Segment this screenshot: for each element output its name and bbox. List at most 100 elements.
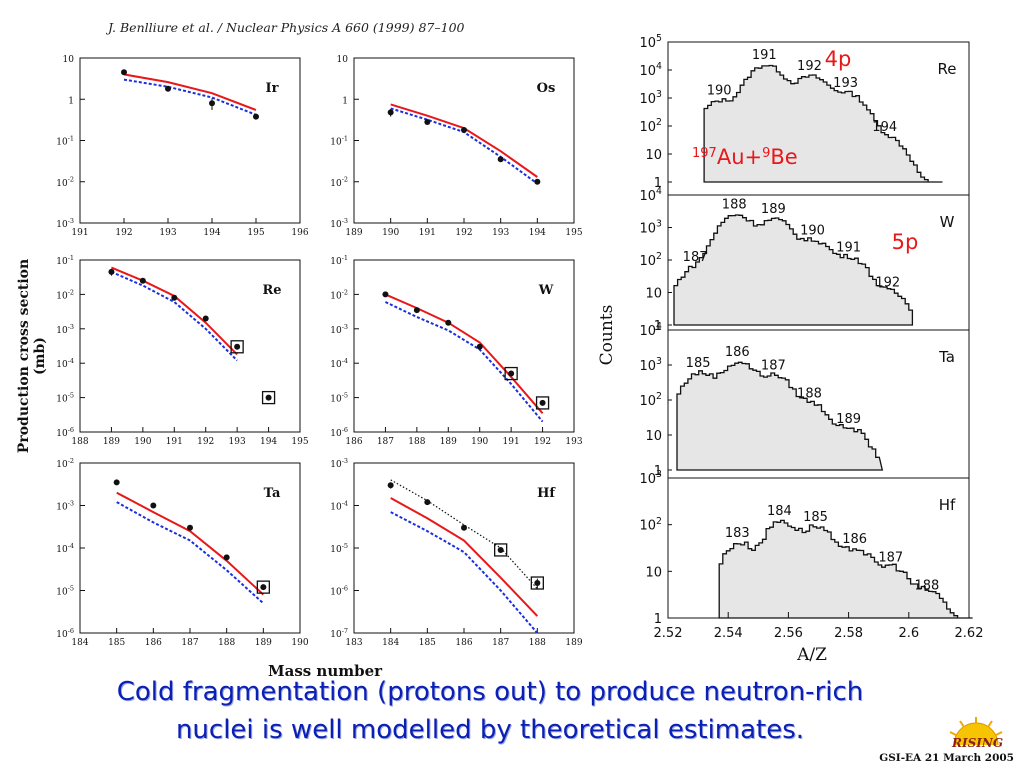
y-tick-label: 103 [640,219,663,237]
y-tick-label: 102 [640,251,663,269]
annotation-5p: 5p [892,230,919,254]
right-y-axis-label: Counts [597,305,617,366]
panel-element-label: W [538,283,554,298]
x-tick-label: 2.52 [654,626,683,641]
x-tick-label: 195 [247,228,264,238]
x-tick-label: 193 [565,437,582,447]
y-tick-label: 10-3 [330,323,348,336]
boxed-marker [261,390,276,405]
y-tick-label: 10-2 [56,457,74,470]
y-tick-label: 102 [640,391,663,409]
y-tick-label: 10 [645,287,662,302]
data-point [424,119,431,126]
y-tick-label: 10-1 [56,134,74,147]
boxed-marker [504,366,518,381]
x-tick-label: 183 [345,638,362,648]
peak-label: 185 [803,510,828,525]
y-tick-label: 10-5 [330,542,348,555]
x-tick-label: 184 [382,638,399,648]
panel-element-label: Ta [938,348,955,366]
y-tick-label: 1 [68,96,74,106]
y-tick-label: 1 [654,319,662,334]
x-tick-label: 186 [455,638,472,648]
logo-text: RISING [952,736,1004,750]
histogram-Ta [676,361,884,471]
y-tick-label: 104 [640,186,663,204]
data-point [121,69,127,76]
data-point [165,85,171,92]
footer-date: GSI-EA 21 March 2005 [879,752,1014,764]
peak-label: 190 [707,84,732,99]
x-tick-label: 191 [419,228,436,238]
y-tick-label: 10-6 [330,426,348,439]
data-point [424,499,431,506]
data-point [187,524,193,531]
caption-line-2: nuclei is well modelled by theoretical e… [175,715,805,745]
x-tick-label: 192 [455,228,472,238]
y-tick-label: 10-5 [56,584,74,597]
y-tick-label: 10-4 [56,542,74,555]
peak-label: 191 [752,48,777,63]
data-point [387,109,394,116]
peak-label: 183 [725,526,750,541]
data-point [413,307,420,314]
series-red-line [385,293,544,414]
caption-line-1: Cold fragmentation (protons out) to prod… [116,677,864,707]
x-tick-label: 187 [181,638,198,648]
x-tick-label: 194 [203,228,220,238]
y-tick-label: 102 [640,117,663,135]
y-tick-label: 10-5 [56,392,74,405]
x-tick-label: 188 [218,638,235,648]
histogram-Hf [718,519,973,619]
x-tick-label: 2.56 [774,626,803,641]
x-tick-label: 190 [471,437,488,447]
series-black-line [390,479,538,590]
data-point [445,319,452,326]
plot-frame-Os [353,57,575,224]
peak-label: 194 [872,120,897,135]
data-point [171,294,178,301]
y-tick-label: 10-7 [330,627,348,640]
x-tick-label: 191 [166,437,183,447]
annotation-4p: 4p [825,47,852,71]
peak-label: 186 [842,532,867,547]
data-point [534,178,541,185]
rising-logo-icon [949,717,1003,746]
x-tick-label: 186 [345,437,362,447]
data-point [150,502,157,509]
x-tick-label: 193 [159,228,176,238]
x-tick-label: 2.62 [955,626,984,641]
series-blue-line [116,501,264,605]
data-point [265,394,272,401]
y-tick-label: 10-6 [56,426,74,439]
data-point [113,479,120,486]
y-tick-label: 1 [342,96,348,106]
data-point [461,524,467,531]
series-blue-line [111,270,238,362]
x-tick-label: 187 [492,638,509,648]
x-tick-label: 189 [345,228,362,238]
plot-frame-W [353,259,575,433]
y-tick-label: 10-3 [56,499,74,512]
y-tick-label: 1 [654,176,662,191]
data-point [223,554,230,561]
data-point [382,291,389,298]
data-point [209,100,215,107]
y-tick-label: 10-2 [56,288,74,301]
peak-label: 185 [686,356,711,371]
series-red-line [116,491,264,596]
y-tick-label: 103 [640,356,663,374]
panel-element-label: Re [938,60,957,78]
plot-frame-Ir [79,57,301,224]
charts-svg: 191 192 193 194 195 196 10 1 10-1 10-2 10-3 Ir 189 19… [56,33,984,665]
data-point [108,268,115,275]
y-tick-label: 104 [640,321,663,339]
peak-label: 184 [767,504,792,519]
series-red-line [123,73,257,111]
data-point [234,343,241,350]
peak-label: 190 [800,223,825,238]
y-tick-label: 10-6 [56,627,74,640]
y-tick-label: 10-4 [56,357,74,370]
data-point [260,584,267,591]
y-tick-label: 10-3 [56,217,74,230]
